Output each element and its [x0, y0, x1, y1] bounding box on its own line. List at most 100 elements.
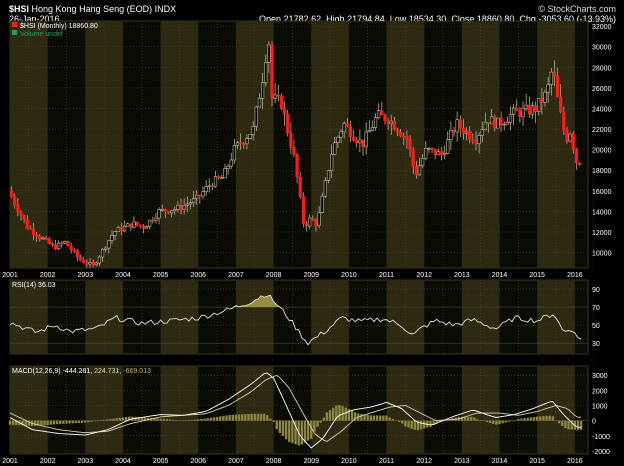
- macd-histogram-bar: [272, 420, 275, 422]
- macd-histogram-bar: [310, 420, 313, 439]
- macd-histogram-bar: [15, 420, 18, 426]
- macd-histogram-bar: [482, 420, 486, 422]
- candle-up: [436, 151, 440, 156]
- low-label: Low: [389, 14, 407, 24]
- macd-histogram-bar: [548, 415, 551, 421]
- candle-down: [166, 211, 171, 214]
- candle-down: [355, 140, 359, 144]
- macd-x-tick-label: 2003: [78, 458, 94, 465]
- candle-down: [210, 185, 214, 188]
- macd-year-band: [160, 366, 199, 454]
- macd-histogram-bar: [353, 412, 357, 421]
- candle-up: [546, 84, 550, 93]
- candle-up: [373, 117, 378, 128]
- macd-x-tick-label: 2001: [2, 458, 18, 465]
- macd-histogram-bar: [234, 414, 238, 421]
- macd-histogram-bar: [514, 420, 517, 421]
- candle-up: [568, 133, 572, 142]
- candle-up: [126, 223, 130, 227]
- candle-up: [530, 105, 535, 115]
- candle-down: [386, 120, 390, 125]
- macd-histogram-bar: [463, 416, 467, 421]
- macd-histogram-bar: [87, 420, 90, 423]
- candle-up: [364, 131, 368, 148]
- macd-histogram-bar: [498, 420, 501, 425]
- candle-up: [100, 248, 105, 258]
- candle-up: [421, 157, 425, 167]
- candle-up: [524, 104, 528, 109]
- candle-down: [9, 190, 14, 198]
- candle-up: [107, 240, 111, 249]
- macd-histogram-bar: [561, 420, 564, 426]
- macd-histogram-bar: [109, 418, 112, 421]
- candle-down: [286, 113, 290, 134]
- candle-down: [452, 130, 456, 133]
- candle-up: [512, 107, 516, 115]
- macd-histogram-bar: [316, 420, 319, 427]
- candle-up: [336, 136, 340, 144]
- macd-x-tick-label: 2006: [190, 458, 206, 465]
- candle-up: [245, 138, 249, 145]
- candle-down: [44, 237, 48, 240]
- macd-histogram-bar: [360, 413, 363, 421]
- macd-histogram-bar: [413, 420, 416, 430]
- macd-year-band: [386, 366, 425, 454]
- price-x-tick-label: 2008: [266, 272, 282, 279]
- price-x-tick-label: 2002: [40, 272, 56, 279]
- candle-down: [28, 228, 32, 230]
- candle-up: [204, 186, 208, 193]
- candle-up: [122, 225, 127, 232]
- chg-label: Chg: [519, 14, 536, 24]
- candle-down: [468, 130, 472, 140]
- chart-title: $HSI Hong Kong Hang Seng (EOD) INDX: [9, 4, 176, 14]
- rsi-y-tick-label: 70: [592, 305, 600, 312]
- candle-down: [35, 234, 39, 237]
- macd-histogram-bar: [96, 420, 100, 422]
- macd-histogram-bar: [77, 420, 81, 423]
- candle-down: [577, 162, 582, 165]
- candle-down: [13, 196, 17, 206]
- candle-down: [395, 129, 400, 133]
- price-x-tick-label: 2005: [153, 272, 169, 279]
- candle-down: [574, 148, 578, 164]
- candle-down: [402, 135, 406, 138]
- macd-histogram-bar: [55, 420, 59, 425]
- macd-histogram-bar: [382, 415, 385, 421]
- candle-up: [267, 44, 271, 63]
- candle-up: [261, 82, 265, 99]
- macd-histogram-bar: [303, 420, 307, 443]
- candle-down: [289, 132, 293, 148]
- candle-up: [220, 177, 224, 180]
- candle-down: [562, 111, 566, 131]
- candle-up: [483, 121, 487, 131]
- candle-up: [182, 204, 186, 210]
- macd-histogram-bar: [209, 417, 213, 421]
- candle-down: [399, 132, 403, 137]
- macd-histogram-bar: [99, 420, 103, 421]
- candle-down: [414, 166, 418, 176]
- macd-histogram-bar: [21, 420, 24, 426]
- macd-histogram-bar: [466, 416, 470, 421]
- macd-histogram-bar: [8, 420, 12, 425]
- candle-down: [50, 243, 54, 246]
- candle-up: [358, 139, 362, 144]
- candle-up: [389, 120, 393, 125]
- macd-histogram-bar: [253, 413, 256, 421]
- candle-down: [518, 110, 522, 118]
- candle-down: [276, 94, 280, 97]
- high-value: 21794.84: [347, 14, 385, 24]
- candle-down: [533, 105, 538, 112]
- candle-up: [508, 114, 513, 123]
- macd-histogram-bar: [423, 420, 426, 429]
- candle-up: [226, 165, 230, 169]
- candle-down: [138, 224, 142, 227]
- candle-down: [239, 142, 243, 145]
- candle-down: [119, 227, 123, 232]
- candle-up: [264, 62, 268, 84]
- macd-histogram-bar: [184, 420, 187, 421]
- macd-x-tick-label: 2013: [454, 458, 470, 465]
- macd-histogram-bar: [545, 415, 548, 421]
- candle-up: [326, 170, 331, 181]
- candle-down: [392, 120, 396, 130]
- candle-down: [430, 147, 434, 150]
